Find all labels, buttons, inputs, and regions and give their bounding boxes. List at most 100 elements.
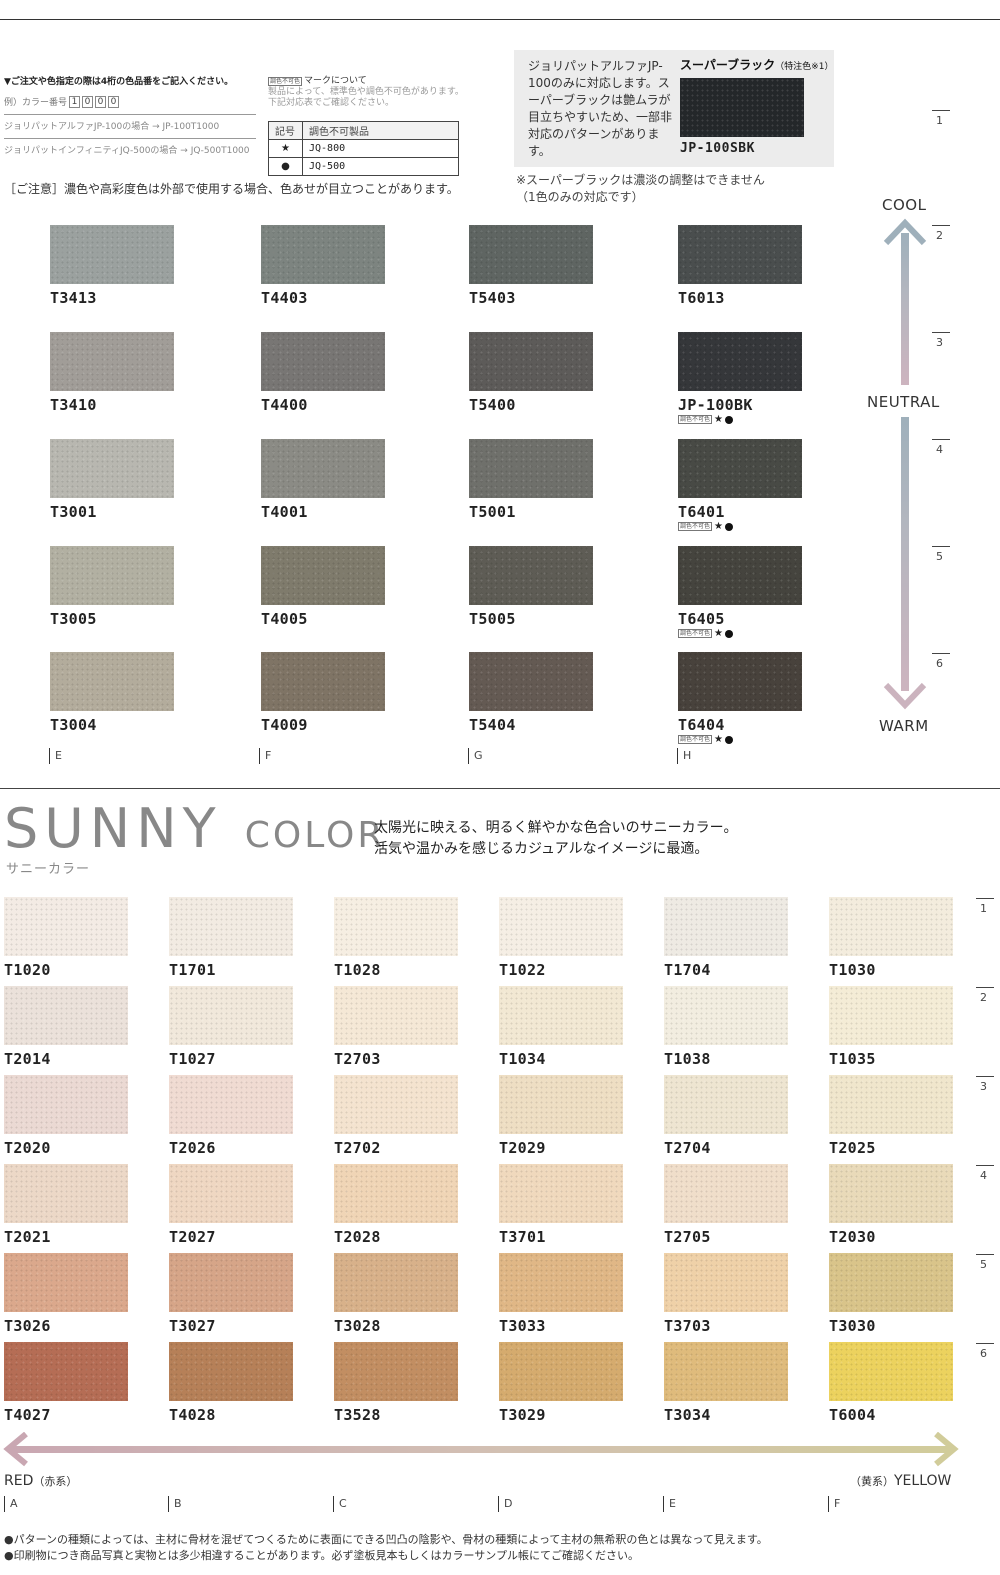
swatch-chip[interactable] <box>664 1253 788 1312</box>
swatch-chip[interactable] <box>4 1164 128 1223</box>
color-swatch[interactable]: T3034 <box>664 1342 788 1424</box>
swatch-chip[interactable] <box>261 546 385 605</box>
color-swatch[interactable]: T1028 <box>334 897 458 979</box>
color-swatch[interactable]: T6401 調色不可色 ★ <box>678 439 802 532</box>
color-swatch[interactable]: T1022 <box>499 897 623 979</box>
swatch-chip[interactable] <box>334 1164 458 1223</box>
color-swatch[interactable]: T6405 調色不可色 ★ <box>678 546 802 639</box>
swatch-chip[interactable] <box>334 897 458 956</box>
color-swatch[interactable]: T2704 <box>664 1075 788 1157</box>
color-swatch[interactable]: JP-100BK 調色不可色 ★ <box>678 332 802 425</box>
swatch-chip[interactable] <box>499 1253 623 1312</box>
swatch-chip[interactable] <box>169 1075 293 1134</box>
color-swatch[interactable]: T4009 <box>261 652 385 734</box>
swatch-chip[interactable] <box>499 986 623 1045</box>
swatch-chip[interactable] <box>469 652 593 711</box>
color-swatch[interactable]: T3004 <box>50 652 174 734</box>
color-swatch[interactable]: T2703 <box>334 986 458 1068</box>
color-swatch[interactable]: T5404 <box>469 652 593 734</box>
swatch-chip[interactable] <box>829 1253 953 1312</box>
color-swatch[interactable]: T1020 <box>4 897 128 979</box>
color-swatch[interactable]: T2029 <box>499 1075 623 1157</box>
swatch-chip[interactable] <box>169 1253 293 1312</box>
color-swatch[interactable]: T3703 <box>664 1253 788 1335</box>
swatch-chip[interactable] <box>50 439 174 498</box>
color-swatch[interactable]: T4001 <box>261 439 385 521</box>
swatch-chip[interactable] <box>4 1075 128 1134</box>
color-swatch[interactable]: T3026 <box>4 1253 128 1335</box>
swatch-chip[interactable] <box>678 332 802 391</box>
color-swatch[interactable]: T1038 <box>664 986 788 1068</box>
color-swatch[interactable]: T3029 <box>499 1342 623 1424</box>
swatch-chip[interactable] <box>4 986 128 1045</box>
color-swatch[interactable]: T1027 <box>169 986 293 1068</box>
color-swatch[interactable]: T1030 <box>829 897 953 979</box>
color-swatch[interactable]: T4403 <box>261 225 385 307</box>
color-swatch[interactable]: T3410 <box>50 332 174 414</box>
color-swatch[interactable]: T3005 <box>50 546 174 628</box>
swatch-chip[interactable] <box>829 1075 953 1134</box>
color-swatch[interactable]: T2021 <box>4 1164 128 1246</box>
swatch-chip[interactable] <box>169 1164 293 1223</box>
swatch-chip[interactable] <box>50 225 174 284</box>
swatch-chip[interactable] <box>664 1342 788 1401</box>
swatch-chip[interactable] <box>334 1342 458 1401</box>
color-swatch[interactable]: T6013 <box>678 225 802 307</box>
color-swatch[interactable]: T3028 <box>334 1253 458 1335</box>
swatch-chip[interactable] <box>50 546 174 605</box>
swatch-chip[interactable] <box>334 1253 458 1312</box>
color-swatch[interactable]: T2014 <box>4 986 128 1068</box>
color-swatch[interactable]: T2705 <box>664 1164 788 1246</box>
swatch-chip[interactable] <box>169 986 293 1045</box>
swatch-chip[interactable] <box>4 1342 128 1401</box>
swatch-chip[interactable] <box>664 986 788 1045</box>
swatch-chip[interactable] <box>469 332 593 391</box>
color-swatch[interactable]: T3701 <box>499 1164 623 1246</box>
swatch-chip[interactable] <box>664 897 788 956</box>
swatch-chip[interactable] <box>169 897 293 956</box>
color-swatch[interactable]: T1701 <box>169 897 293 979</box>
color-swatch[interactable]: T2028 <box>334 1164 458 1246</box>
color-swatch[interactable]: T2025 <box>829 1075 953 1157</box>
color-swatch[interactable]: T3413 <box>50 225 174 307</box>
swatch-chip[interactable] <box>664 1075 788 1134</box>
color-swatch[interactable]: T2702 <box>334 1075 458 1157</box>
swatch-chip[interactable] <box>261 332 385 391</box>
color-swatch[interactable]: T3027 <box>169 1253 293 1335</box>
color-swatch[interactable]: T1034 <box>499 986 623 1068</box>
color-swatch[interactable]: T6404 調色不可色 ★ <box>678 652 802 745</box>
color-swatch[interactable]: T4027 <box>4 1342 128 1424</box>
swatch-chip[interactable] <box>469 225 593 284</box>
swatch-chip[interactable] <box>829 897 953 956</box>
swatch-chip[interactable] <box>829 1342 953 1401</box>
swatch-chip[interactable] <box>50 652 174 711</box>
swatch-chip[interactable] <box>261 225 385 284</box>
swatch-chip[interactable] <box>50 332 174 391</box>
color-swatch[interactable]: T2027 <box>169 1164 293 1246</box>
swatch-chip[interactable] <box>334 1075 458 1134</box>
swatch-chip[interactable] <box>4 897 128 956</box>
swatch-chip[interactable] <box>829 1164 953 1223</box>
color-swatch[interactable]: T4400 <box>261 332 385 414</box>
color-swatch[interactable]: T3001 <box>50 439 174 521</box>
color-swatch[interactable]: T5001 <box>469 439 593 521</box>
color-swatch[interactable]: T6004 <box>829 1342 953 1424</box>
swatch-chip[interactable] <box>334 986 458 1045</box>
color-swatch[interactable]: T4005 <box>261 546 385 628</box>
swatch-chip[interactable] <box>678 439 802 498</box>
swatch-chip[interactable] <box>4 1253 128 1312</box>
swatch-chip[interactable] <box>499 1342 623 1401</box>
swatch-chip[interactable] <box>678 652 802 711</box>
swatch-chip[interactable] <box>469 439 593 498</box>
swatch-chip[interactable] <box>261 439 385 498</box>
color-swatch[interactable]: T5400 <box>469 332 593 414</box>
color-swatch[interactable]: T2020 <box>4 1075 128 1157</box>
swatch-chip[interactable] <box>499 1075 623 1134</box>
color-swatch[interactable]: T1035 <box>829 986 953 1068</box>
swatch-chip[interactable] <box>678 546 802 605</box>
super-black-swatch[interactable] <box>680 78 804 137</box>
swatch-chip[interactable] <box>499 1164 623 1223</box>
swatch-chip[interactable] <box>678 225 802 284</box>
color-swatch[interactable]: T3033 <box>499 1253 623 1335</box>
swatch-chip[interactable] <box>261 652 385 711</box>
